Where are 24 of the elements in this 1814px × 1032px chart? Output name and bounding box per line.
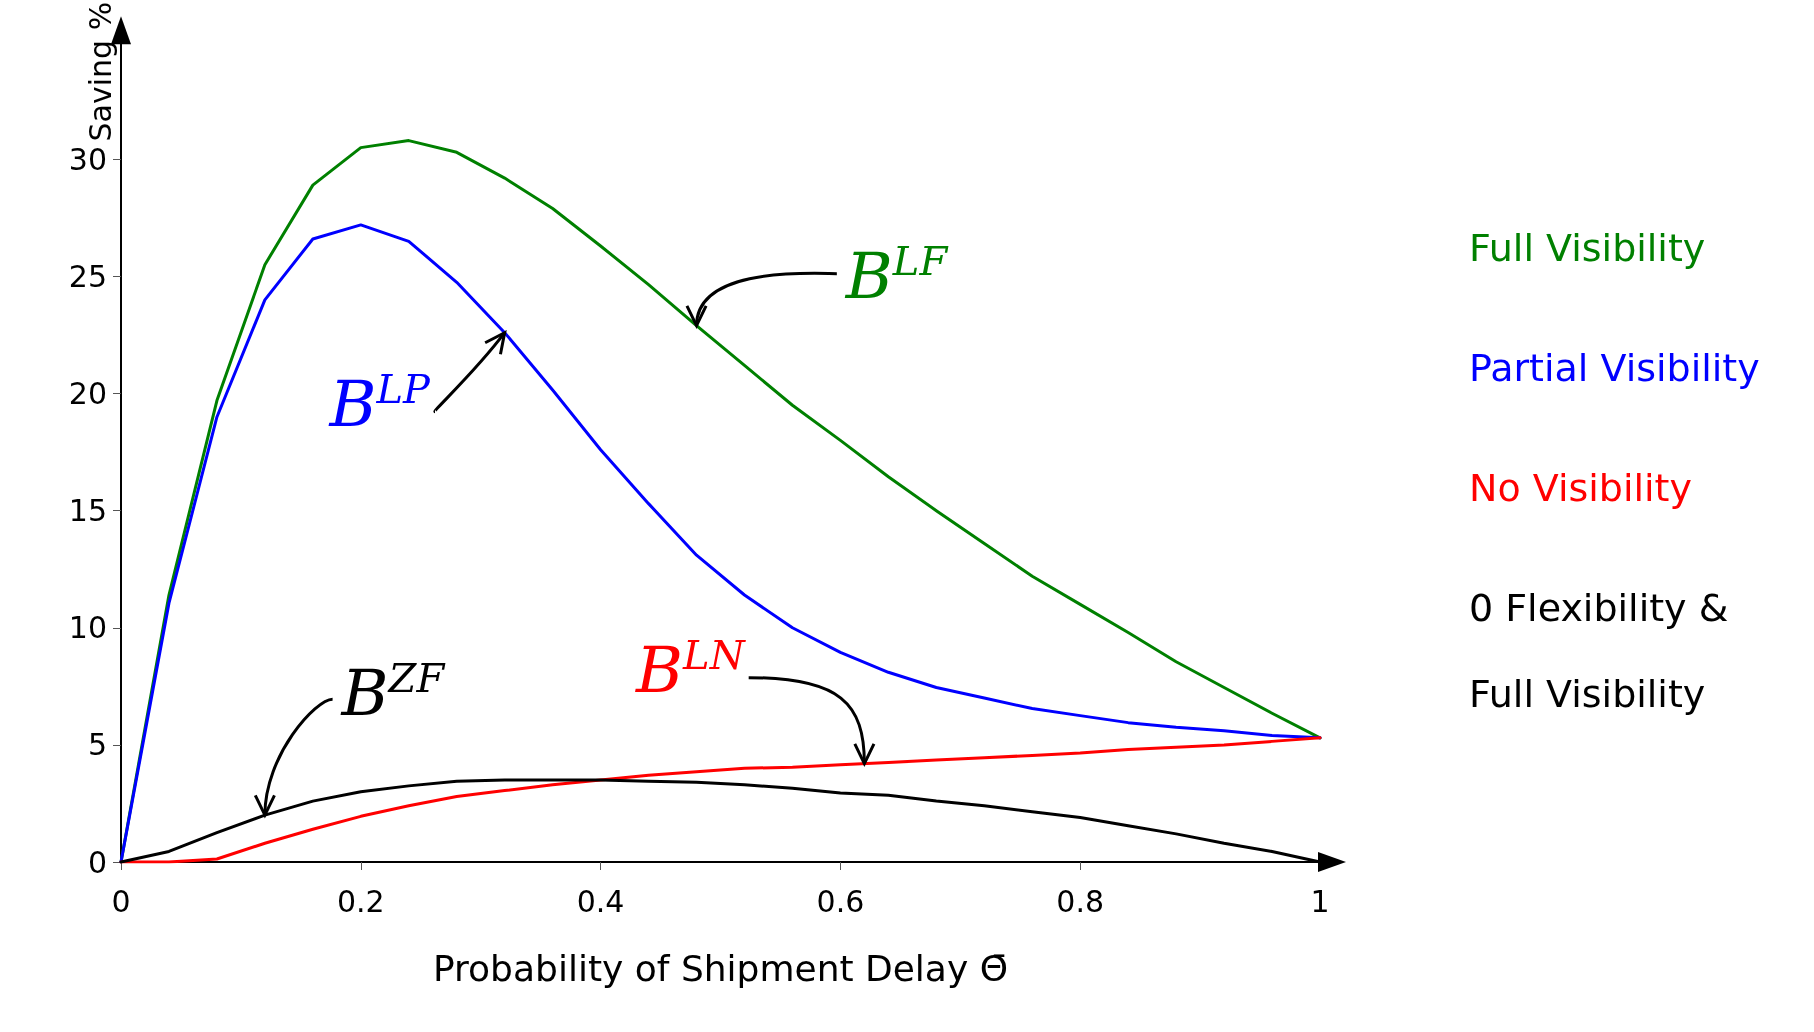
x-tick-label: 0.2 xyxy=(336,883,385,919)
x-tick-label: 1 xyxy=(1310,883,1330,919)
y-tick-label: 0 xyxy=(87,844,107,880)
text: No Visibility xyxy=(1469,466,1693,510)
y-tick-label: 30 xyxy=(68,141,107,177)
annotation: B$^{ZF}$ xyxy=(340,655,446,731)
x-axis-title: Probability of Shipment Delay Θ̄ xyxy=(432,947,1009,989)
x-tick-label: 0 xyxy=(111,883,131,919)
x-tick-label: 0.8 xyxy=(1056,883,1105,919)
text: Full Visibility xyxy=(1469,672,1706,716)
text: 0 Flexibility & xyxy=(1469,586,1729,630)
text: Full Visibility xyxy=(1469,226,1706,270)
annotation: B$^{LF}$ xyxy=(844,237,949,313)
y-tick-label: 5 xyxy=(87,727,107,763)
y-tick-label: 10 xyxy=(68,610,107,646)
x-tick-label: 0.4 xyxy=(576,883,625,919)
annotation: B$^{LN}$ xyxy=(635,631,747,707)
y-tick-label: 15 xyxy=(68,493,107,529)
y-tick-label: 20 xyxy=(68,376,107,412)
x-tick-label: 0.6 xyxy=(816,883,865,919)
text: Partial Visibility xyxy=(1469,346,1760,390)
annotation: B$^{LP}$ xyxy=(328,365,432,441)
y-tick-label: 25 xyxy=(68,258,107,294)
y-axis-title: Saving % xyxy=(82,1,118,142)
